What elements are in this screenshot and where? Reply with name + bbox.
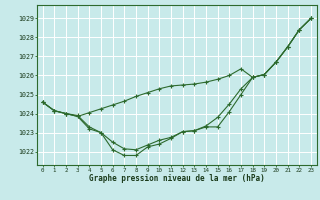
X-axis label: Graphe pression niveau de la mer (hPa): Graphe pression niveau de la mer (hPa): [89, 174, 265, 183]
